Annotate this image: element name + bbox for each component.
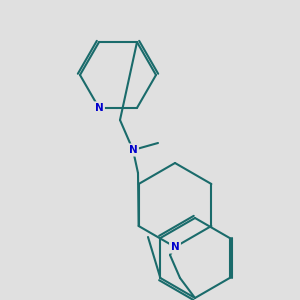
- Text: N: N: [129, 145, 137, 155]
- Text: N: N: [94, 103, 103, 113]
- Text: N: N: [171, 242, 179, 252]
